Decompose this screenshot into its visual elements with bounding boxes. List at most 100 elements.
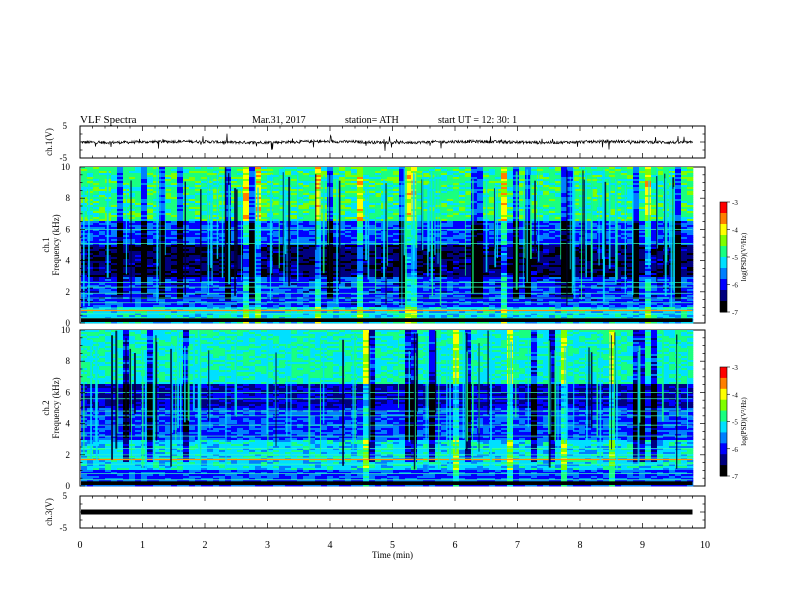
colorbar-step — [720, 425, 727, 428]
colorbar-step — [720, 266, 727, 269]
colorbar-label: log(PSD)(V²/Hz) — [740, 232, 748, 281]
colorbar-step — [720, 452, 727, 455]
colorbar-step — [720, 236, 727, 240]
y-tick-label: 0 — [66, 481, 71, 491]
colorbar-step — [720, 408, 727, 412]
colorbar-step — [720, 218, 727, 221]
spectrogram-image — [81, 330, 694, 487]
colorbar-step — [720, 474, 727, 477]
x-tick-label: 5 — [390, 540, 395, 551]
colorbar-step — [720, 472, 727, 475]
colorbar-step — [720, 308, 727, 311]
colorbar-step — [720, 301, 727, 304]
colorbar-step — [720, 426, 727, 430]
chart-title: VLF Spectra — [80, 114, 137, 126]
colorbar-tick-label: -7 — [732, 309, 738, 317]
colorbar-step — [720, 262, 727, 265]
x-tick-label: 1 — [140, 540, 145, 551]
colorbar-step — [720, 277, 727, 280]
colorbar-step — [720, 291, 727, 295]
colorbar-step — [720, 454, 727, 457]
colorbar-step — [720, 249, 727, 252]
y-tick-label: 4 — [66, 419, 71, 429]
colorbar-step — [720, 374, 727, 377]
y-axis-label-channel: ch.1 — [41, 237, 51, 252]
colorbar-step — [720, 233, 727, 236]
colorbar-step — [720, 213, 727, 216]
dc-band — [81, 481, 693, 485]
colorbar-step — [720, 220, 727, 223]
colorbar-step — [720, 441, 727, 444]
y-axis-label-frequency: Frequency (kHz) — [51, 214, 61, 275]
colorbar-step — [720, 450, 727, 453]
colorbar-step — [720, 282, 727, 285]
colorbar-tick-label: -4 — [732, 227, 738, 235]
colorbar-step — [720, 434, 727, 437]
colorbar-step — [720, 247, 727, 251]
colorbar-step — [720, 209, 727, 212]
x-tick-label: 4 — [328, 540, 333, 551]
colorbar-step — [720, 457, 727, 461]
colorbar-step — [720, 257, 727, 260]
colorbar-tick-label: -6 — [732, 446, 738, 454]
colorbar-step — [720, 417, 727, 421]
colorbar-step — [720, 423, 727, 426]
colorbar-step — [720, 253, 727, 256]
colorbar-step — [720, 286, 727, 289]
colorbar-step — [720, 244, 727, 247]
y-tick-label: 8 — [66, 356, 71, 366]
colorbar-step — [720, 461, 727, 464]
y-tick-label: 10 — [61, 325, 71, 335]
colorbar-step — [720, 280, 727, 284]
colorbar-step — [720, 446, 727, 450]
colorbar-step — [720, 428, 727, 432]
colorbar-step — [720, 290, 727, 293]
y-tick-label: 10 — [61, 162, 71, 172]
colorbar-tick-label: -3 — [732, 199, 738, 207]
colorbar-tick-label: -4 — [732, 391, 738, 399]
colorbar-step — [720, 302, 727, 306]
colorbar-step — [720, 432, 727, 435]
colorbar-step — [720, 251, 727, 254]
colorbar-step — [720, 416, 727, 419]
colorbar-step — [720, 399, 727, 403]
y-axis-label-channel: ch.2 — [41, 400, 51, 415]
colorbar-step — [720, 439, 727, 442]
colorbar: -3 -4 -5 -6 -7 log(PSD)(V²/Hz) — [719, 199, 748, 317]
colorbar-step — [720, 222, 727, 225]
colorbar-step — [720, 295, 727, 298]
colorbar-step — [720, 269, 727, 273]
colorbar-step — [720, 310, 727, 313]
colorbar-step — [720, 231, 727, 234]
ch1-waveform — [80, 133, 693, 151]
colorbar-step — [720, 459, 727, 462]
x-tick-label: 3 — [265, 540, 270, 551]
colorbar-step — [720, 448, 727, 452]
y-axis-label-frequency: Frequency (kHz) — [51, 377, 61, 438]
colorbar-step — [720, 260, 727, 263]
colorbar-step — [720, 203, 727, 207]
colorbar-step — [720, 419, 727, 422]
y-axis-label: ch.2 Frequency (kHz) — [41, 377, 61, 438]
y-tick-label: -5 — [60, 153, 68, 163]
colorbar: -3 -4 -5 -6 -7 log(PSD)(V²/Hz) — [719, 364, 748, 481]
colorbar-step — [720, 293, 727, 296]
colorbar-step — [720, 368, 727, 372]
colorbar-step — [720, 273, 727, 276]
colorbar-step — [720, 235, 727, 238]
colorbar-step — [720, 414, 727, 417]
colorbar-step — [720, 372, 727, 375]
colorbar-step — [720, 386, 727, 390]
colorbar-step — [720, 470, 727, 473]
x-axis: 0 1 2 3 4 5 6 7 8 9 10 Time (min) — [78, 540, 711, 560]
y-tick-label: 8 — [66, 193, 71, 203]
panel-ch2-spectrogram: 0 2 4 6 8 10 ch.2 Frequency (kHz) -3 -4 -5 -6 -7 log(… — [41, 325, 748, 491]
panel-ch1-spectrogram: 0 2 4 6 8 10 ch.1 Frequency (kHz) -3 -4 -5 -6 -7 log(… — [41, 162, 748, 328]
colorbar-step — [720, 255, 727, 258]
colorbar-step — [720, 246, 727, 249]
colorbar-step — [720, 202, 727, 205]
x-tick-label: 10 — [700, 540, 710, 551]
panel-ch1: 5 -5 ch.1(V) — [44, 121, 706, 163]
x-tick-label: 8 — [578, 540, 583, 551]
colorbar-step — [720, 240, 727, 243]
